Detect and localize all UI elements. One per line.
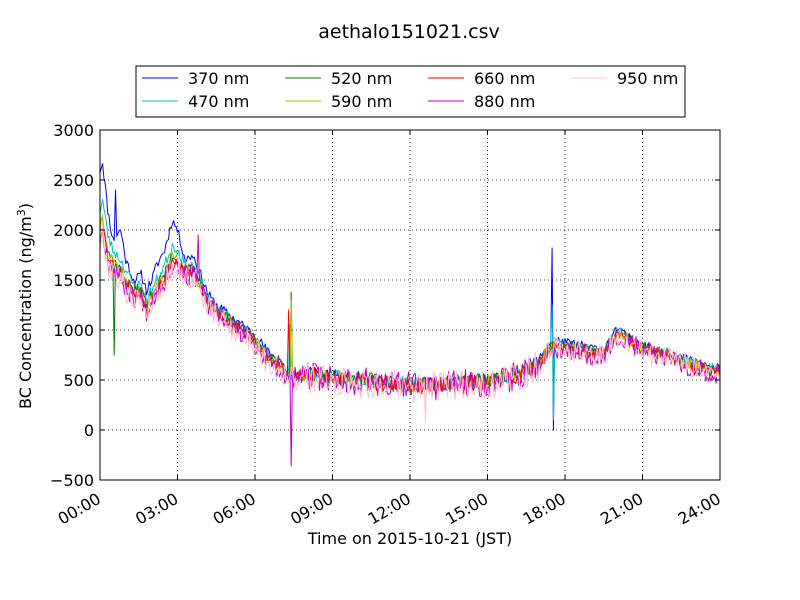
y-tick-label-0: −500 bbox=[50, 471, 94, 490]
legend-label-470-nm: 470 nm bbox=[188, 92, 249, 111]
x-axis-label: Time on 2015-10-21 (JST) bbox=[307, 529, 512, 548]
x-tick-label-7: 21:00 bbox=[597, 489, 646, 529]
legend-label-590-nm: 590 nm bbox=[331, 92, 392, 111]
y-tick-label-7: 3000 bbox=[53, 121, 94, 140]
y-axis-label-superscript: 3 bbox=[15, 209, 28, 216]
y-tick-label-5: 2000 bbox=[53, 221, 94, 240]
legend-label-950-nm: 950 nm bbox=[617, 69, 678, 88]
x-tick-label-3: 09:00 bbox=[287, 489, 336, 529]
y-tick-label-6: 2500 bbox=[53, 171, 94, 190]
series-lines bbox=[99, 163, 721, 467]
y-ticks: −500 0 500 1000 1500 2000 2500 3000 bbox=[50, 121, 720, 490]
legend-label-660-nm: 660 nm bbox=[474, 69, 535, 88]
legend-box bbox=[135, 65, 686, 118]
y-axis-label-main: BC Concentration (ng/m bbox=[16, 216, 35, 409]
series-line-950-nm bbox=[99, 224, 721, 423]
series-line-880-nm bbox=[99, 225, 721, 467]
legend: 370 nm 470 nm 520 nm 590 nm 660 nm 880 nm 950 … bbox=[135, 65, 686, 118]
x-tick-label-0: 00:00 bbox=[55, 489, 104, 529]
y-axis-label: BC Concentration (ng/m3) bbox=[15, 203, 35, 409]
legend-label-520-nm: 520 nm bbox=[331, 69, 392, 88]
x-tick-label-2: 06:00 bbox=[210, 489, 259, 529]
series-line-660-nm bbox=[99, 229, 721, 395]
x-tick-label-6: 18:00 bbox=[520, 489, 569, 529]
x-tick-label-4: 12:00 bbox=[365, 489, 414, 529]
x-tick-label-5: 15:00 bbox=[442, 489, 491, 529]
legend-label-370-nm: 370 nm bbox=[188, 69, 249, 88]
y-tick-label-4: 1500 bbox=[53, 271, 94, 290]
chart-title: aethalo151021.csv bbox=[318, 21, 500, 43]
x-tick-label-8: 24:00 bbox=[675, 489, 724, 529]
x-tick-label-1: 03:00 bbox=[132, 489, 181, 529]
y-tick-label-1: 0 bbox=[84, 421, 94, 440]
y-tick-label-3: 1000 bbox=[53, 321, 94, 340]
y-tick-label-2: 500 bbox=[63, 371, 94, 390]
y-axis-label-suffix: ) bbox=[16, 203, 35, 209]
legend-label-880-nm: 880 nm bbox=[474, 92, 535, 111]
